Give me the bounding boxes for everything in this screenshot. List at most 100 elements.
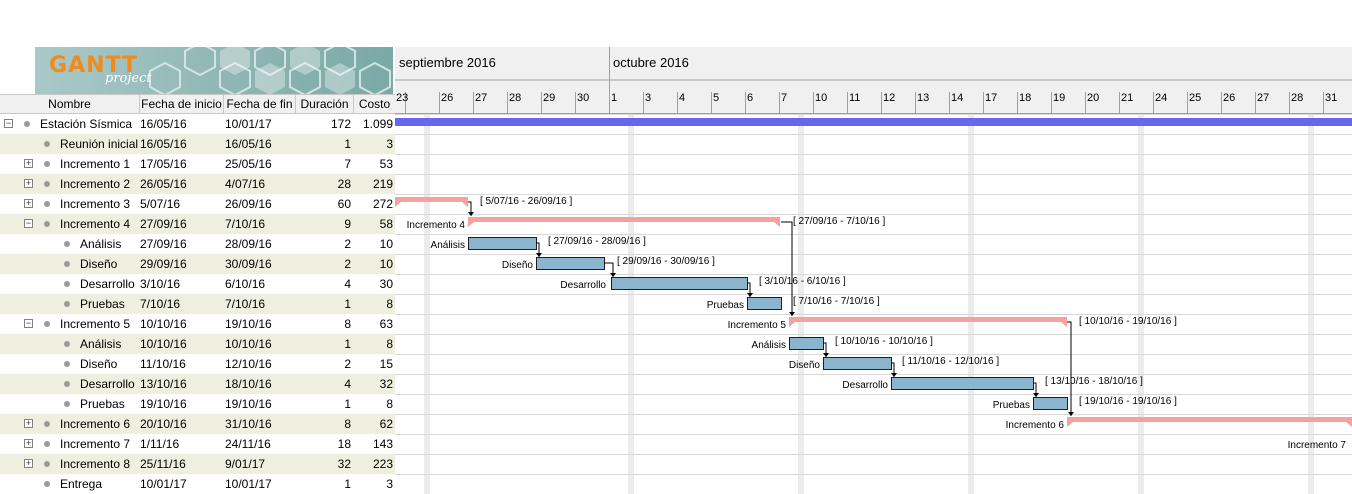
task-bar[interactable] — [747, 297, 782, 310]
month-label: septiembre 2016 — [399, 55, 496, 70]
task-bar[interactable] — [1033, 397, 1068, 410]
table-row[interactable]: − Estación Sísmica 16/05/16 10/01/17 172 1.09… — [0, 114, 395, 134]
task-duration: 2 — [344, 257, 351, 271]
table-row[interactable]: − Incremento 4 27/09/16 7/10/16 9 58 — [0, 214, 395, 234]
table-row[interactable]: Reunión inicial 16/05/16 16/05/16 1 3 — [0, 134, 395, 154]
ganttproject-logo: GANTT project — [35, 47, 393, 94]
task-cost: 62 — [379, 417, 393, 431]
task-name[interactable]: Pruebas — [80, 297, 125, 311]
column-header-duration[interactable]: Duración — [296, 95, 354, 114]
task-end-date: 24/11/16 — [225, 437, 271, 451]
summary-bar[interactable] — [1067, 417, 1352, 422]
task-name[interactable]: Desarrollo — [80, 377, 135, 391]
column-header-end[interactable]: Fecha de fin — [224, 95, 296, 114]
task-bullet-icon — [24, 121, 30, 127]
task-bullet-icon — [64, 361, 70, 367]
task-duration: 4 — [344, 377, 351, 391]
bar-label-name: Análisis — [431, 240, 465, 251]
task-name[interactable]: Incremento 3 — [60, 197, 131, 211]
task-bar[interactable] — [789, 337, 824, 350]
expand-icon[interactable]: + — [24, 178, 33, 188]
expand-icon[interactable]: + — [24, 438, 33, 448]
summary-bar[interactable] — [395, 197, 468, 202]
day-label: 30 — [577, 92, 589, 104]
task-cost: 10 — [379, 237, 393, 251]
task-bar[interactable] — [468, 237, 537, 250]
task-bar[interactable] — [611, 277, 748, 290]
expand-icon[interactable]: + — [24, 158, 33, 168]
table-row[interactable]: + Incremento 3 5/07/16 26/09/16 60 272 — [0, 194, 395, 214]
task-duration: 2 — [344, 357, 351, 371]
day-label: 27 — [475, 92, 487, 104]
summary-bar-root[interactable] — [395, 118, 1352, 126]
task-end-date: 28/09/16 — [225, 237, 272, 251]
task-name[interactable]: Incremento 2 — [60, 177, 131, 191]
table-row[interactable]: Diseño 11/10/16 12/10/16 2 15 — [0, 354, 395, 374]
task-bullet-icon — [64, 341, 70, 347]
table-row[interactable]: + Incremento 7 1/11/16 24/11/16 18 143 — [0, 434, 395, 454]
task-end-date: 19/10/16 — [225, 317, 272, 331]
table-row[interactable]: Diseño 29/09/16 30/09/16 2 10 — [0, 254, 395, 274]
dependency-arrowhead — [747, 293, 753, 297]
day-label: 1 — [611, 92, 617, 104]
dependency-arrow — [468, 201, 472, 216]
task-end-date: 6/10/16 — [225, 277, 266, 291]
column-header-cost[interactable]: Costo — [358, 97, 391, 111]
task-name[interactable]: Incremento 7 — [60, 437, 131, 451]
expand-icon[interactable]: + — [24, 418, 33, 428]
table-row[interactable]: Pruebas 19/10/16 19/10/16 1 8 — [0, 394, 395, 414]
dependency-arrowhead — [823, 353, 829, 357]
gantt-chart[interactable]: septiembre 2016 octubre 2016 23 26 27 28 29 30 1… — [395, 0, 1352, 494]
table-row[interactable]: Desarrollo 3/10/16 6/10/16 4 30 — [0, 274, 395, 294]
task-name[interactable]: Incremento 4 — [60, 217, 131, 231]
table-row[interactable]: − Incremento 5 10/10/16 19/10/16 8 63 — [0, 314, 395, 334]
task-name[interactable]: Análisis — [80, 337, 122, 351]
task-name[interactable]: Reunión inicial — [60, 137, 139, 151]
column-header-name[interactable]: Nombre — [0, 95, 140, 114]
table-row[interactable]: Entrega 10/01/17 10/01/17 1 3 — [0, 474, 395, 494]
task-bar[interactable] — [823, 357, 892, 370]
task-bar[interactable] — [891, 377, 1034, 390]
task-end-date: 10/01/17 — [225, 117, 272, 131]
task-name[interactable]: Estación Sísmica — [40, 117, 133, 131]
task-end-date: 26/09/16 — [225, 197, 272, 211]
table-row[interactable]: Pruebas 7/10/16 7/10/16 1 8 — [0, 294, 395, 314]
task-duration: 8 — [344, 317, 351, 331]
task-bullet-icon — [64, 241, 70, 247]
day-label: 20 — [1087, 92, 1099, 104]
table-row[interactable]: + Incremento 6 20/10/16 31/10/16 8 62 — [0, 414, 395, 434]
collapse-icon[interactable]: − — [24, 318, 33, 328]
task-cost: 30 — [379, 277, 393, 291]
task-end-date: 9/01/17 — [225, 457, 266, 471]
task-name[interactable]: Desarrollo — [80, 277, 135, 291]
gantt-chart-canvas[interactable]: septiembre 2016 octubre 2016 23 26 27 28 29 30 1… — [395, 0, 1352, 494]
table-row[interactable]: + Incremento 2 26/05/16 4/07/16 28 219 — [0, 174, 395, 194]
summary-end-marker — [462, 202, 468, 207]
expand-icon[interactable]: + — [24, 198, 33, 208]
task-name[interactable]: Incremento 6 — [60, 417, 131, 431]
task-name[interactable]: Diseño — [80, 357, 118, 371]
task-name[interactable]: Pruebas — [80, 397, 125, 411]
task-name[interactable]: Incremento 8 — [60, 457, 131, 471]
task-name[interactable]: Incremento 5 — [60, 317, 131, 331]
table-row[interactable]: + Incremento 8 25/11/16 9/01/17 32 223 — [0, 454, 395, 474]
collapse-icon[interactable]: − — [4, 118, 13, 128]
summary-bar[interactable] — [789, 317, 1067, 322]
table-row[interactable]: + Incremento 1 17/05/16 25/05/16 7 53 — [0, 154, 395, 174]
table-row[interactable]: Análisis 27/09/16 28/09/16 2 10 — [0, 234, 395, 254]
summary-end-marker — [1061, 322, 1067, 327]
table-row[interactable]: Análisis 10/10/16 10/10/16 1 8 — [0, 334, 395, 354]
task-name[interactable]: Análisis — [80, 237, 122, 251]
column-header-start[interactable]: Fecha de inicio — [140, 95, 224, 114]
bar-label-dates: [ 27/09/16 - 7/10/16 ] — [793, 216, 886, 227]
expand-icon[interactable]: + — [24, 458, 33, 468]
task-name[interactable]: Incremento 1 — [60, 157, 131, 171]
task-name[interactable]: Entrega — [60, 477, 103, 491]
dependency-arrow — [747, 282, 751, 297]
weekend-marker — [628, 114, 634, 494]
summary-bar[interactable] — [468, 217, 780, 222]
table-row[interactable]: Desarrollo 13/10/16 18/10/16 4 32 — [0, 374, 395, 394]
task-bar[interactable] — [536, 257, 605, 270]
collapse-icon[interactable]: − — [24, 218, 33, 228]
task-name[interactable]: Diseño — [80, 257, 118, 271]
